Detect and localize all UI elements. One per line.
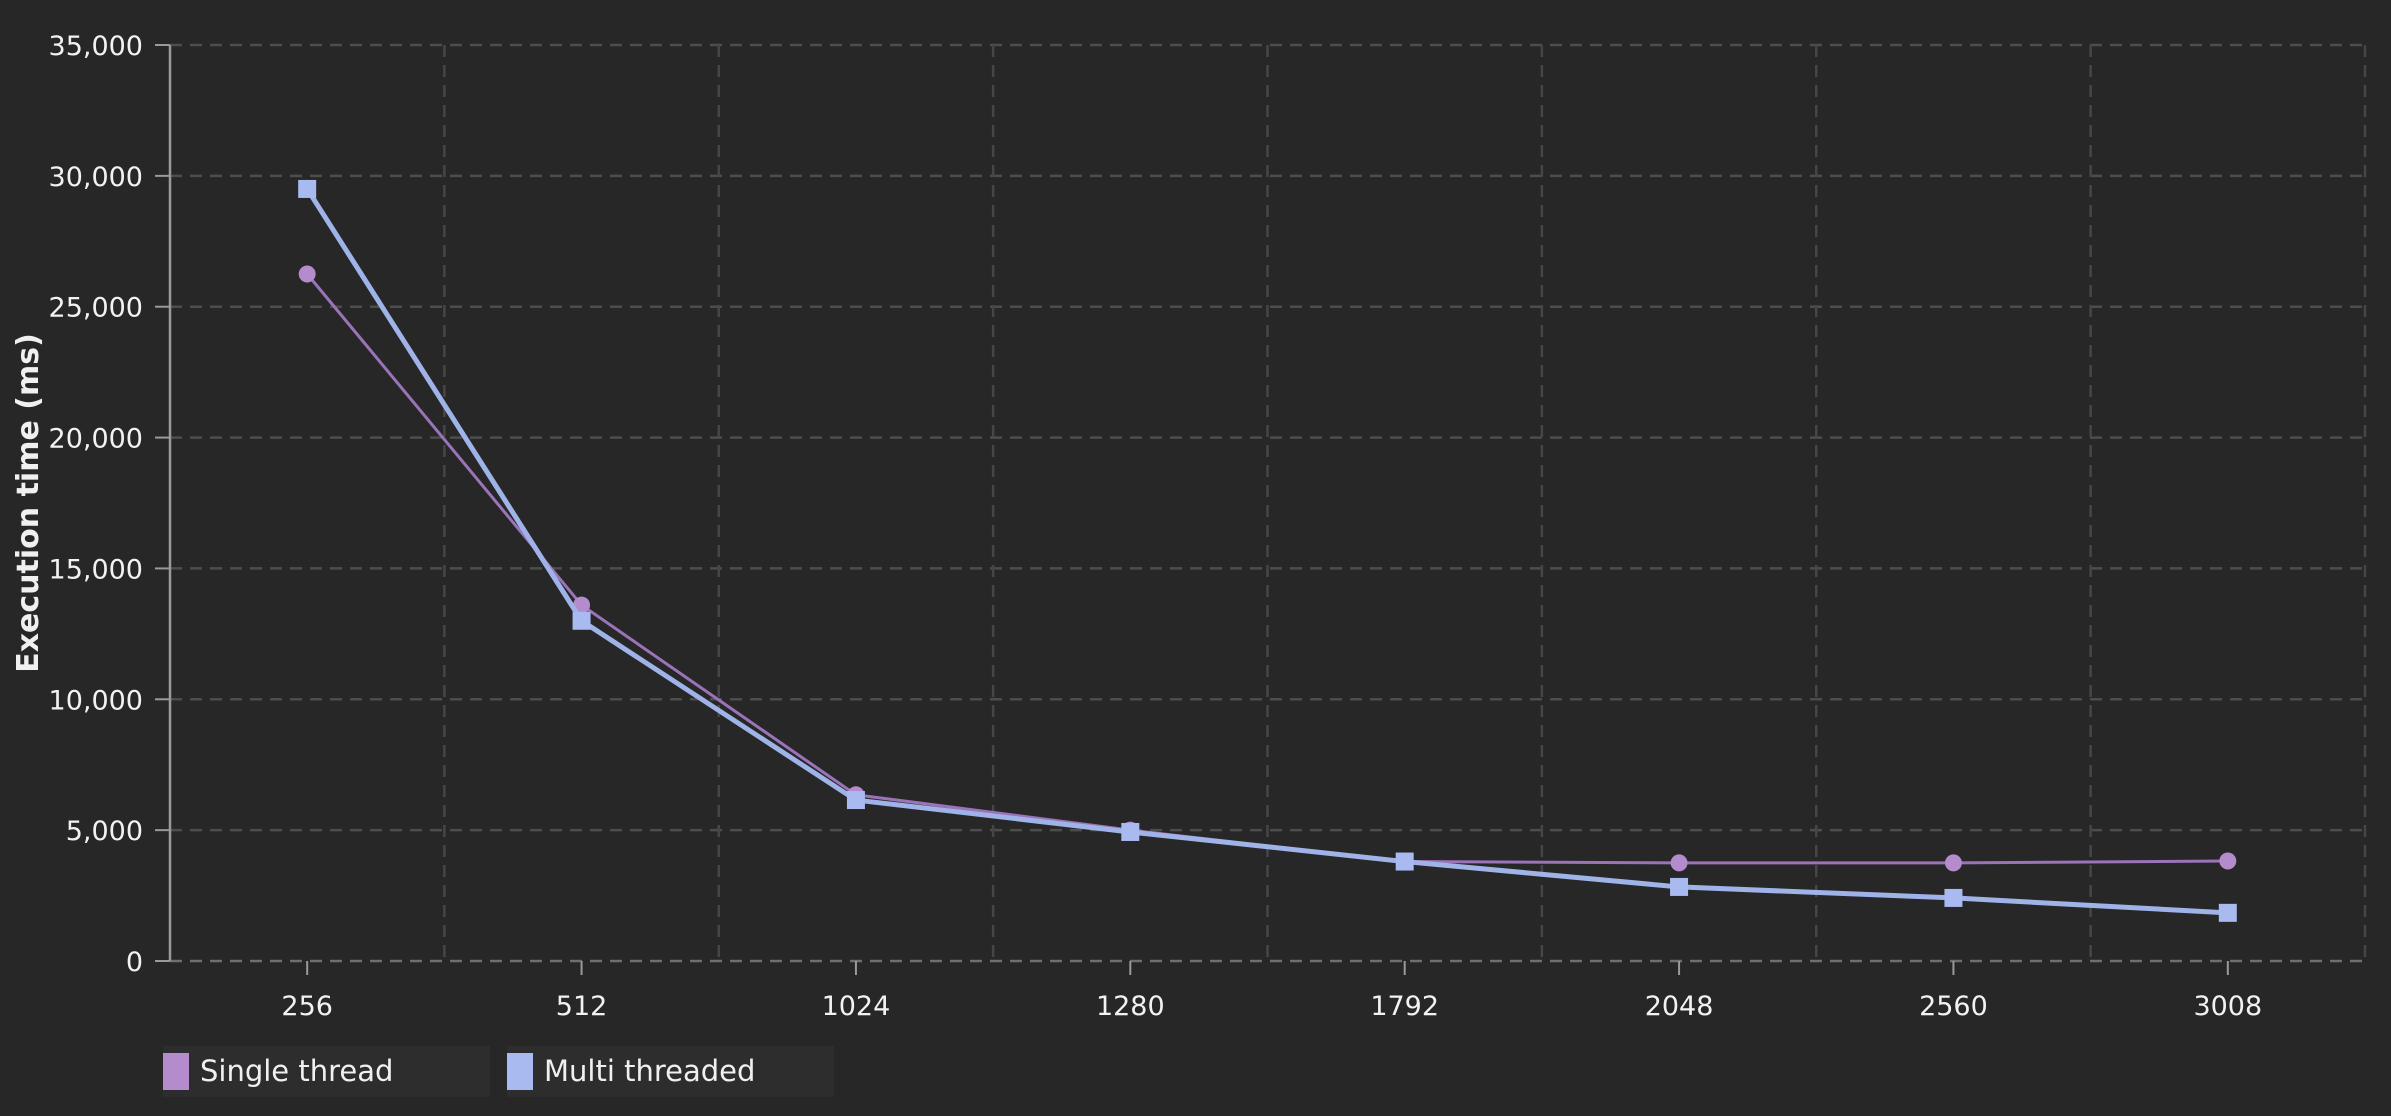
- data-point-marker: [1944, 854, 1962, 872]
- data-point-marker: [1944, 888, 1963, 907]
- legend-swatch-multi-threaded: [507, 1053, 533, 1090]
- chart-legend: Single thread Multi threaded: [163, 1046, 834, 1097]
- data-point-marker: [1670, 854, 1688, 872]
- x-tick-label: 256: [281, 991, 333, 1022]
- y-tick-label: 15,000: [49, 554, 143, 585]
- data-point-marker: [572, 611, 591, 630]
- y-tick-label: 5,000: [66, 816, 143, 847]
- y-axis-title: Execution time (ms): [11, 333, 46, 673]
- y-tick-label: 25,000: [49, 293, 143, 324]
- data-point-marker: [1121, 822, 1140, 841]
- y-tick-label: 10,000: [49, 685, 143, 716]
- x-tick-label: 1280: [1096, 991, 1165, 1022]
- y-tick-label: 20,000: [49, 424, 143, 455]
- data-point-marker: [298, 179, 317, 198]
- x-tick-label: 1024: [822, 991, 891, 1022]
- data-point-marker: [846, 791, 865, 810]
- x-tick-label: 2048: [1645, 991, 1714, 1022]
- data-point-marker: [573, 596, 591, 614]
- y-tick-label: 30,000: [49, 162, 143, 193]
- x-tick-label: 512: [556, 991, 608, 1022]
- legend-item-multi-threaded[interactable]: Multi threaded: [507, 1046, 834, 1097]
- legend-label-single-thread: Single thread: [200, 1054, 394, 1088]
- y-tick-label: 0: [126, 947, 143, 978]
- data-point-marker: [2219, 852, 2237, 870]
- data-point-marker: [1395, 852, 1414, 871]
- x-tick-label: 3008: [2193, 991, 2262, 1022]
- x-tick-label: 1792: [1370, 991, 1439, 1022]
- x-tick-label: 2560: [1919, 991, 1988, 1022]
- data-point-marker: [298, 265, 316, 283]
- legend-swatch-single-thread: [163, 1053, 189, 1090]
- y-tick-label: 35,000: [49, 31, 143, 62]
- legend-item-single-thread[interactable]: Single thread: [163, 1046, 490, 1097]
- series-line-1: [304, 186, 2231, 916]
- data-point-marker: [1670, 877, 1689, 896]
- data-point-marker: [2218, 903, 2237, 922]
- legend-label-multi-threaded: Multi threaded: [544, 1054, 756, 1088]
